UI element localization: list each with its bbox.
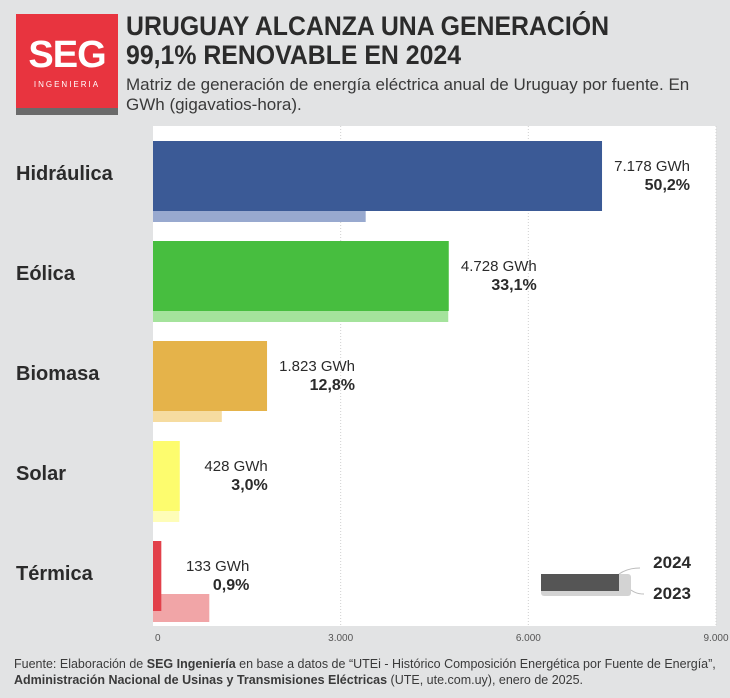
logo-band xyxy=(16,108,118,115)
category-label-eolica: Eólica xyxy=(16,263,75,285)
bar-2024-4 xyxy=(153,541,162,611)
share-label-3: 3,0% xyxy=(231,477,267,494)
legend-label-2023: 2023 xyxy=(653,584,691,603)
share-label-4: 0,9% xyxy=(213,577,249,594)
chart-subtitle: Matriz de generación de energía eléctric… xyxy=(126,75,690,114)
category-label-hidraulica: Hidráulica xyxy=(16,163,113,185)
chart-title: URUGUAY ALCANZA UNA GENERACIÓN 99,1% REN… xyxy=(126,11,610,70)
footer-text-3: (UTE, ute.com.uy), enero de 2025. xyxy=(387,673,583,687)
bar-2024-1 xyxy=(153,241,449,311)
bar-2024-3 xyxy=(153,441,180,511)
value-label-3: 428 GWh xyxy=(204,458,267,475)
value-label-1: 4.728 GWh xyxy=(461,258,537,275)
x-tick-label-3: 9.000 xyxy=(703,633,728,644)
x-tick-label-2: 6.000 xyxy=(516,633,541,644)
bar-2023-4 xyxy=(153,594,210,622)
bar-2024-0 xyxy=(153,141,603,211)
legend-label-2024: 2024 xyxy=(653,553,691,572)
share-label-2: 12,8% xyxy=(310,377,355,394)
footer-text-2: en base a datos de “UTEi - Histórico Com… xyxy=(235,657,716,671)
value-label-0: 7.178 GWh xyxy=(614,158,690,175)
legend-connector-top xyxy=(618,567,641,575)
x-tick-label-1: 3.000 xyxy=(328,633,353,644)
category-label-termica: Térmica xyxy=(16,563,93,585)
logo-subtext: INGENIERIA xyxy=(33,80,101,89)
bar-2024-2 xyxy=(153,341,268,411)
source-footer: Fuente: Elaboración de SEG Ingeniería en… xyxy=(14,656,718,688)
footer-bold-1: SEG Ingeniería xyxy=(146,657,236,671)
value-label-2: 1.823 GWh xyxy=(279,358,355,375)
category-label-biomasa: Biomasa xyxy=(16,363,100,385)
x-tick-label-0: 0 xyxy=(155,633,161,644)
footer-text-1: Fuente: Elaboración de xyxy=(14,657,147,671)
footer-bold-2: Administración Nacional de Usinas y Tran… xyxy=(14,673,388,687)
category-label-solar: Solar xyxy=(16,463,67,485)
share-label-0: 50,2% xyxy=(645,177,690,194)
legend-connector-bottom xyxy=(630,589,645,595)
logo-text: SEG xyxy=(28,34,106,76)
legend-2024-swatch xyxy=(541,574,619,591)
value-label-4: 133 GWh xyxy=(186,558,249,575)
share-label-1: 33,1% xyxy=(491,277,536,294)
seg-logo: SEG INGENIERIA xyxy=(16,14,118,115)
